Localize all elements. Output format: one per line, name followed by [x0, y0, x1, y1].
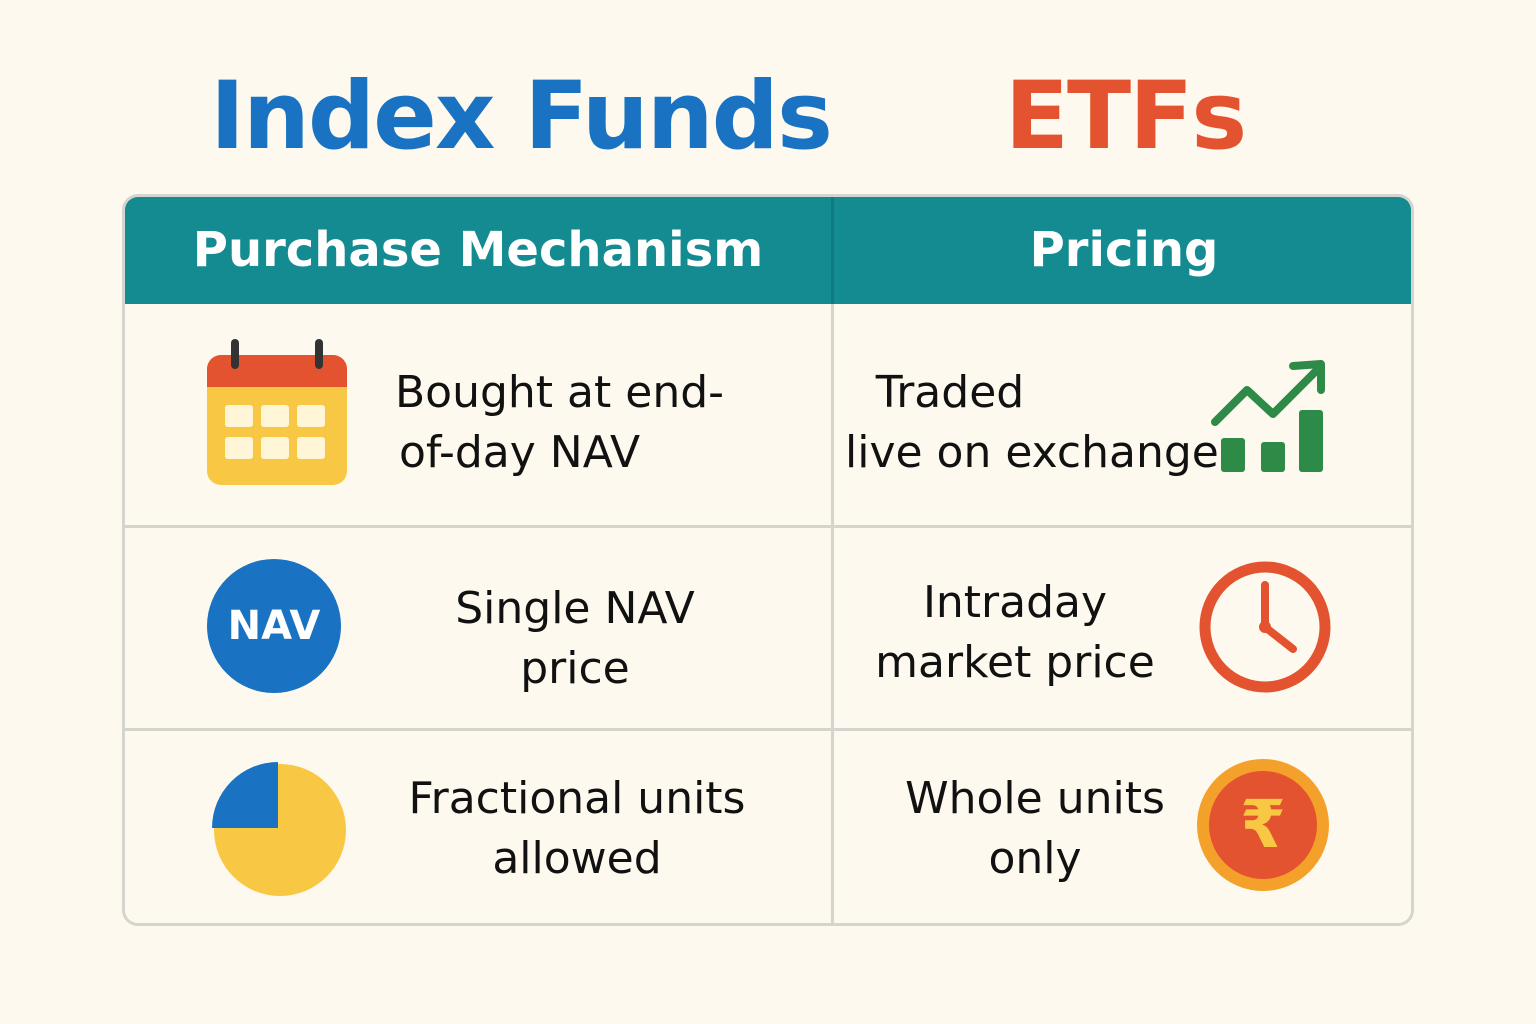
cell-text-line: Fractional units — [408, 773, 746, 824]
column-divider — [831, 197, 834, 923]
comparison-table: Purchase Mechanism Pricing Bought at end… — [122, 194, 1414, 926]
table-header: Purchase Mechanism Pricing — [125, 197, 1411, 304]
etfs-title: ETFs — [1004, 62, 1248, 171]
nav-badge-icon: NAV — [207, 559, 341, 693]
header-column-divider — [831, 197, 834, 304]
clock-icon — [1199, 561, 1331, 693]
growth-chart-icon — [1211, 360, 1325, 472]
cell-text-line: only — [988, 833, 1082, 884]
cell-text-line: Bought at end- — [395, 367, 725, 418]
index-funds-title: Index Funds — [210, 62, 833, 171]
row-divider — [125, 728, 1411, 731]
cell-text-line: allowed — [492, 833, 662, 884]
cell-text-line: market price — [875, 637, 1155, 688]
cell-text-line: Whole units — [905, 773, 1165, 824]
header-purchase-mechanism: Purchase Mechanism — [192, 222, 764, 278]
cell-text-line: Traded — [875, 367, 1025, 418]
cell-text-line: live on exchange — [845, 427, 1219, 478]
cell-text-line: price — [520, 643, 630, 694]
pie-chart-icon — [212, 762, 346, 896]
rupee-coin-icon: ₹ — [1197, 759, 1329, 891]
header-pricing: Pricing — [1029, 222, 1219, 278]
cell-text-line: Intraday — [922, 577, 1108, 628]
rupee-symbol: ₹ — [1209, 771, 1317, 879]
cell-text-line: of-day NAV — [399, 427, 641, 478]
cell-text-line: Single NAV — [455, 583, 695, 634]
row-divider — [125, 525, 1411, 528]
calendar-icon — [207, 339, 347, 485]
